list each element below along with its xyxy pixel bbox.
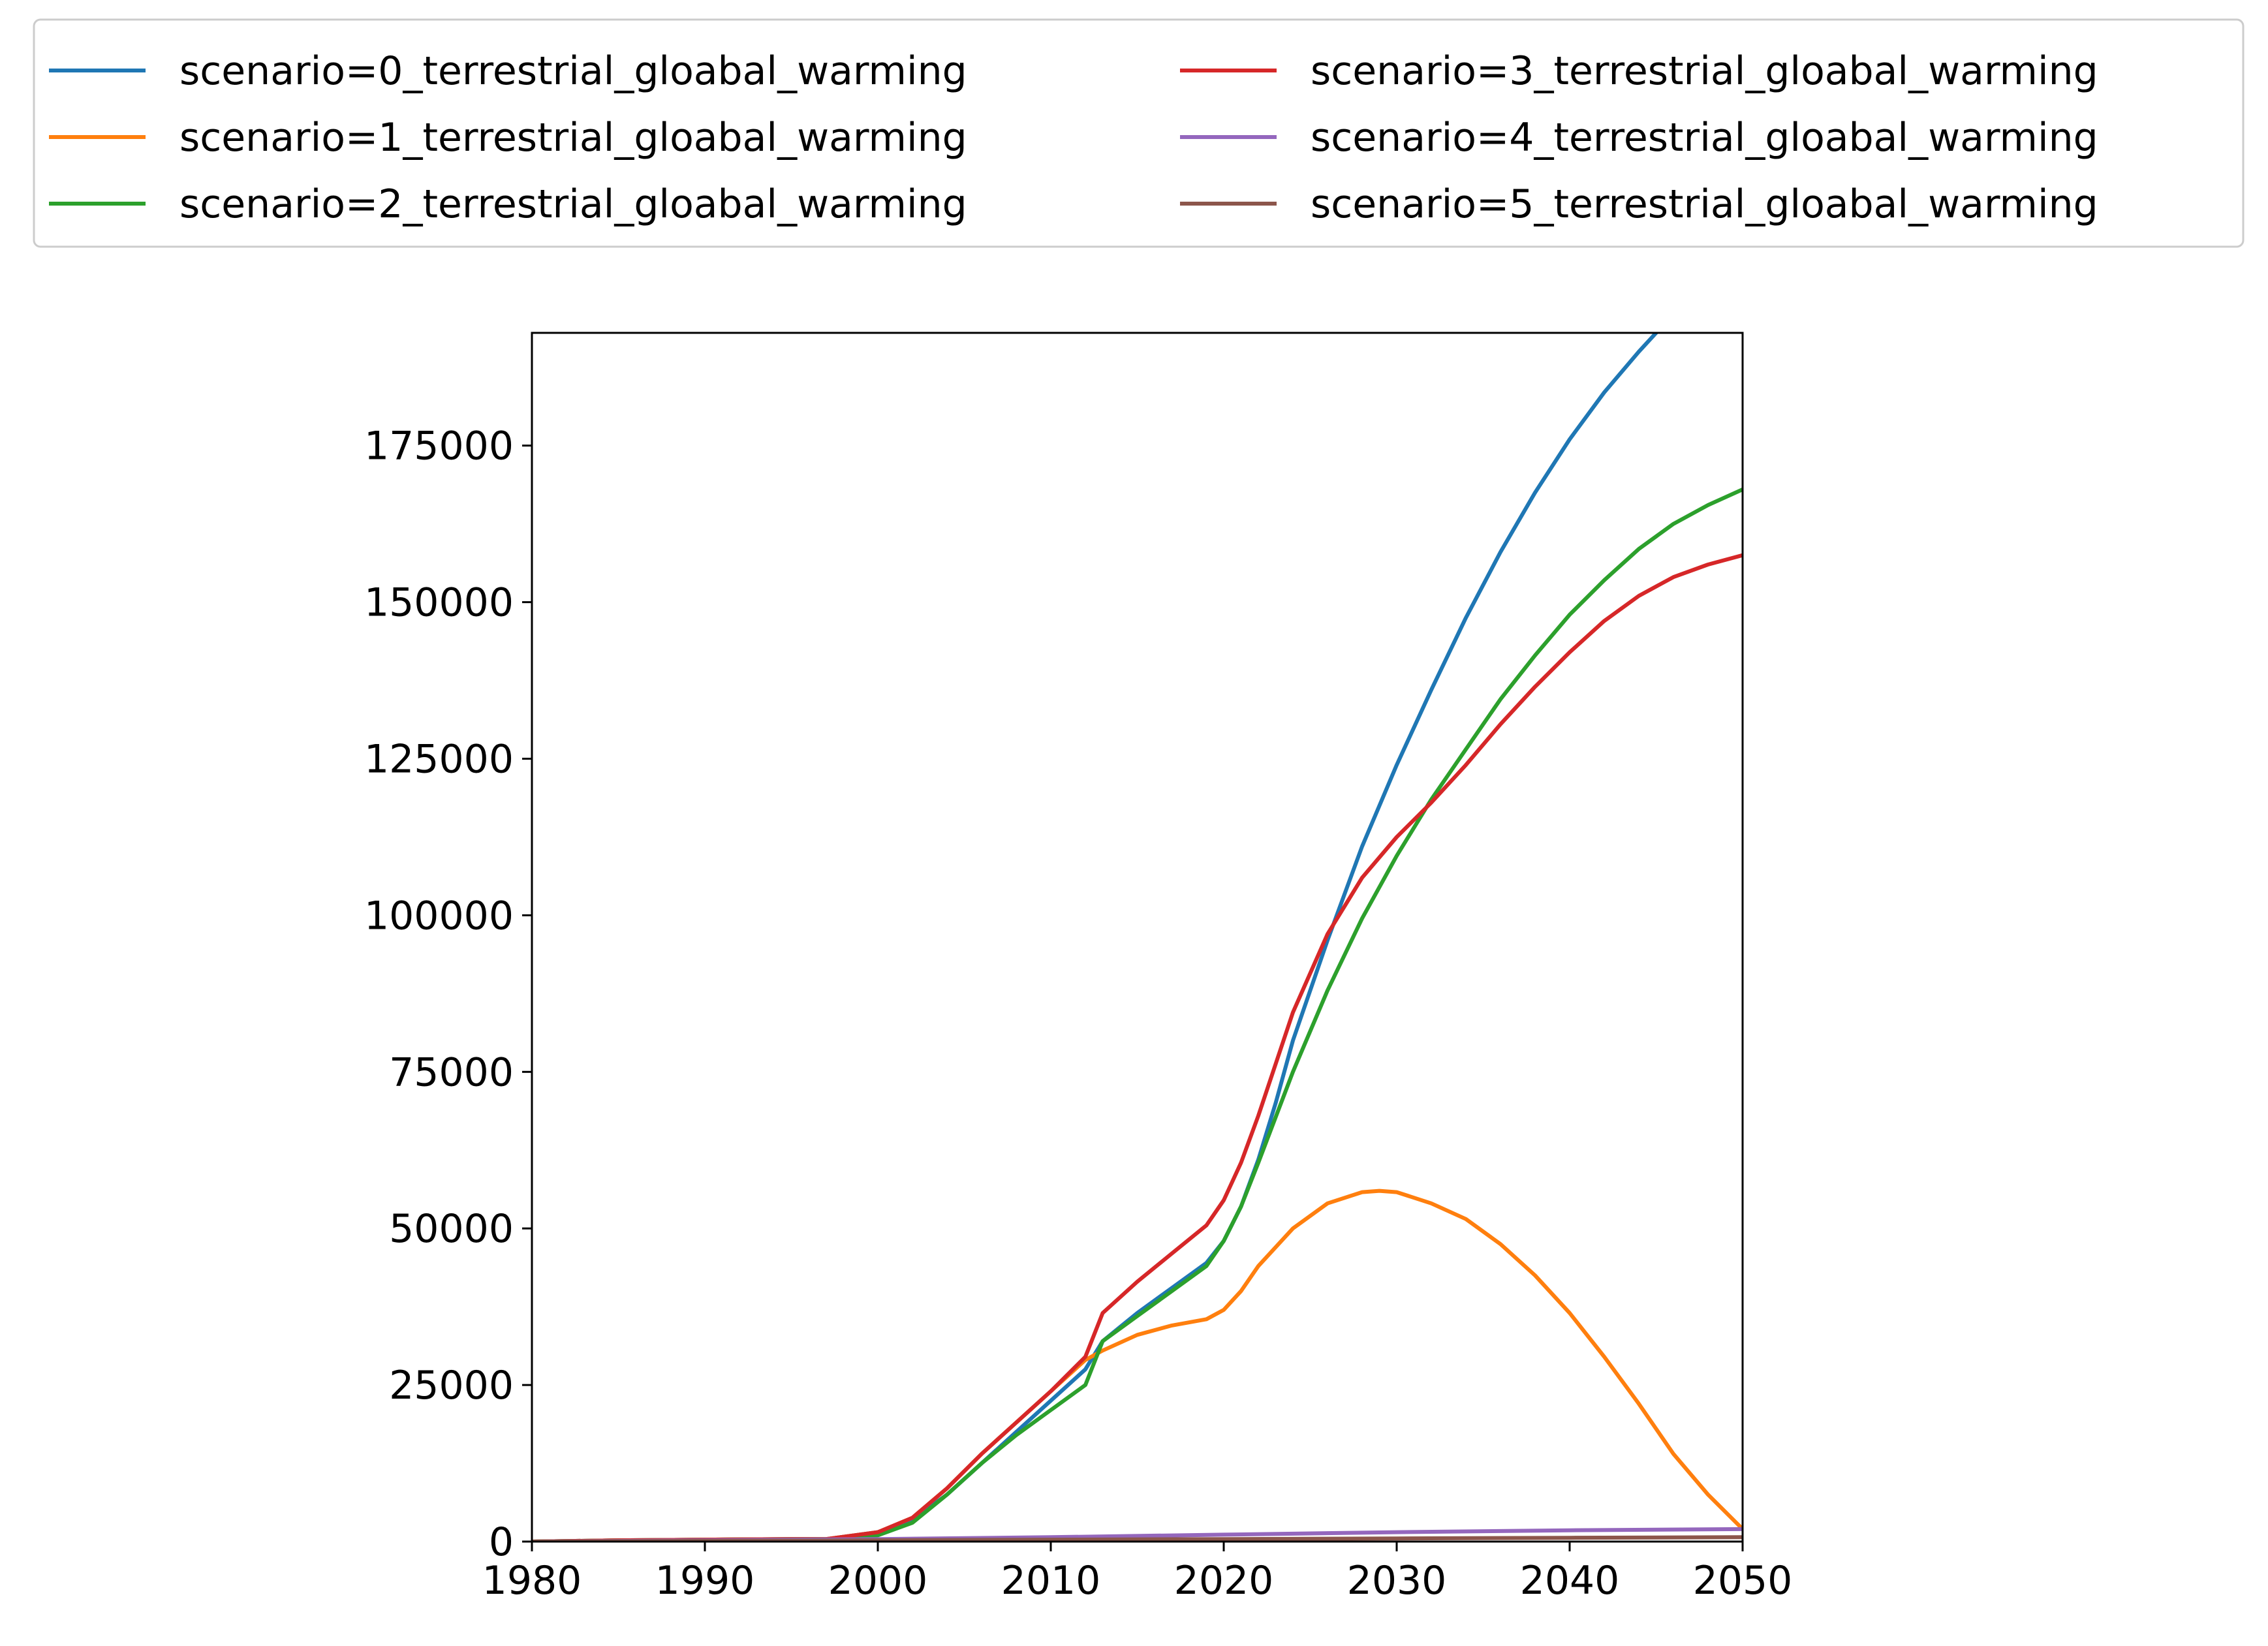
series-layer	[532, 333, 1743, 1542]
x-tick-label: 1990	[655, 1558, 755, 1604]
y-axis: 0 25000 50000 75000 100000 125000 150000 175000	[364, 424, 532, 1565]
y-tick-label: 175000	[364, 424, 514, 469]
series-line-3	[532, 553, 1743, 1542]
y-tick-label: 75000	[389, 1049, 514, 1095]
x-tick-label: 1980	[482, 1558, 582, 1604]
x-axis: 1980 1990 2000 2010 2020 2030 2040 2050	[482, 1542, 1793, 1604]
x-tick-label: 2020	[1174, 1558, 1274, 1604]
x-tick-label: 2030	[1347, 1558, 1447, 1604]
legend-label-1: scenario=1_terrestrial_gloabal_warming	[179, 115, 967, 161]
legend-label-0: scenario=0_terrestrial_gloabal_warming	[179, 48, 967, 94]
y-tick-label: 25000	[389, 1363, 514, 1408]
x-tick-label: 2010	[1001, 1558, 1101, 1604]
legend-label-3: scenario=3_terrestrial_gloabal_warming	[1311, 48, 2098, 94]
legend-frame	[33, 18, 2245, 248]
legend-label-2: scenario=2_terrestrial_gloabal_warming	[179, 181, 967, 227]
legend-label-4: scenario=4_terrestrial_gloabal_warming	[1311, 115, 2098, 161]
y-tick-label: 100000	[364, 893, 514, 939]
legend: scenario=0_terrestrial_gloabal_warmingsc…	[33, 18, 2245, 248]
series-line-0	[532, 333, 1743, 1542]
y-tick-label: 0	[489, 1519, 514, 1565]
y-tick-label: 50000	[389, 1206, 514, 1252]
legend-label-5: scenario=5_terrestrial_gloabal_warming	[1311, 181, 2098, 227]
x-tick-label: 2050	[1693, 1558, 1793, 1604]
series-line-1	[532, 1188, 1743, 1542]
series-line-2	[532, 488, 1743, 1542]
y-tick-label: 125000	[364, 737, 514, 783]
plot-frame	[531, 332, 1744, 1543]
y-tick-label: 150000	[364, 580, 514, 626]
x-tick-label: 2040	[1520, 1558, 1620, 1604]
x-tick-label: 2000	[828, 1558, 928, 1604]
